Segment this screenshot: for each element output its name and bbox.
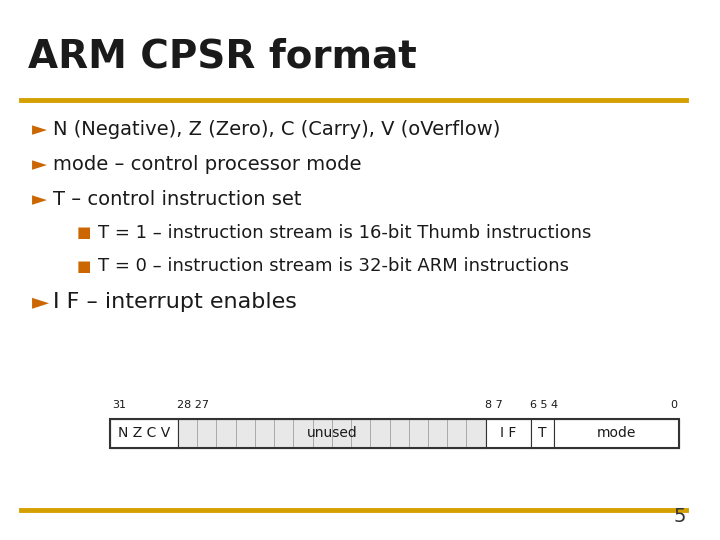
Text: ►: ► (32, 190, 47, 210)
Bar (109, 418, 178, 448)
Text: ARM CPSR format: ARM CPSR format (28, 38, 417, 76)
Text: ■: ■ (76, 259, 91, 274)
Text: mode – control processor mode: mode – control processor mode (53, 155, 361, 174)
Text: N Z C V: N Z C V (118, 427, 170, 440)
Bar (178, 418, 486, 448)
Bar (531, 418, 554, 448)
Bar (109, 418, 679, 448)
Text: ►: ► (32, 120, 47, 139)
Text: 8 7: 8 7 (485, 400, 503, 410)
Text: mode: mode (597, 427, 636, 440)
Text: T: T (539, 427, 547, 440)
Bar (486, 418, 531, 448)
Text: 5: 5 (674, 508, 686, 526)
Text: I F: I F (500, 427, 517, 440)
Text: T = 1 – instruction stream is 16-bit Thumb instructions: T = 1 – instruction stream is 16-bit Thu… (98, 224, 591, 242)
Text: ►: ► (32, 292, 49, 313)
Text: T = 0 – instruction stream is 32-bit ARM instructions: T = 0 – instruction stream is 32-bit ARM… (98, 257, 569, 275)
Text: ►: ► (32, 155, 47, 174)
Text: 28 27: 28 27 (177, 400, 210, 410)
Text: T – control instruction set: T – control instruction set (53, 190, 302, 210)
Bar (554, 418, 679, 448)
Text: unused: unused (307, 427, 357, 440)
Text: 31: 31 (112, 400, 126, 410)
Text: I F – interrupt enables: I F – interrupt enables (53, 292, 297, 313)
Text: 6 5 4: 6 5 4 (530, 400, 558, 410)
Text: N (Negative), Z (Zero), C (Carry), V (oVerflow): N (Negative), Z (Zero), C (Carry), V (oV… (53, 120, 500, 139)
Text: 0: 0 (670, 400, 678, 410)
Text: ■: ■ (76, 225, 91, 240)
